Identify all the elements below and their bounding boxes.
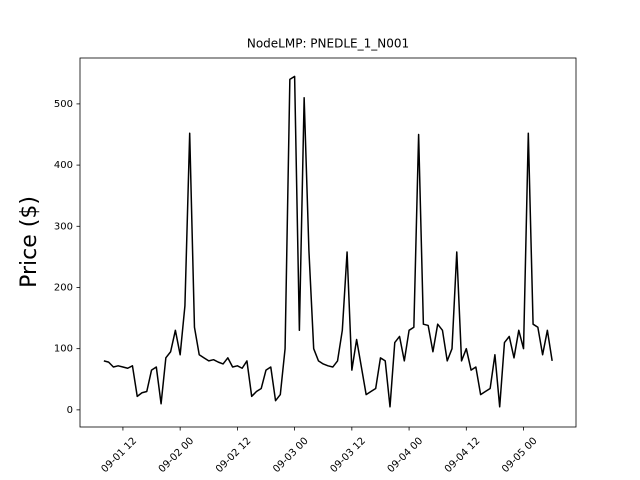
price-line: [103, 75, 553, 408]
x-tick-label: 09-04 12: [443, 436, 483, 476]
x-tick-label: 09-05 00: [500, 436, 540, 476]
chart-title: NodeLMP: PNEDLE_1_N001: [247, 37, 409, 51]
y-tick-label: 0: [67, 405, 73, 416]
y-tick-label: 400: [54, 160, 73, 171]
y-tick-label: 100: [54, 344, 73, 355]
x-tick-label: 09-04 00: [386, 436, 426, 476]
y-tick-label: 300: [54, 221, 73, 232]
x-tick-label: 09-01 12: [99, 436, 139, 476]
y-tick-label: 500: [54, 99, 73, 110]
y-tick-label: 200: [54, 282, 73, 293]
x-tick-label: 09-03 00: [271, 436, 311, 476]
x-tick-label: 09-02 12: [214, 436, 254, 476]
y-axis-label: Price ($): [17, 196, 42, 288]
x-tick-label: 09-02 00: [157, 436, 197, 476]
plot-frame: [79, 57, 577, 428]
x-tick-label: 09-03 12: [328, 436, 368, 476]
